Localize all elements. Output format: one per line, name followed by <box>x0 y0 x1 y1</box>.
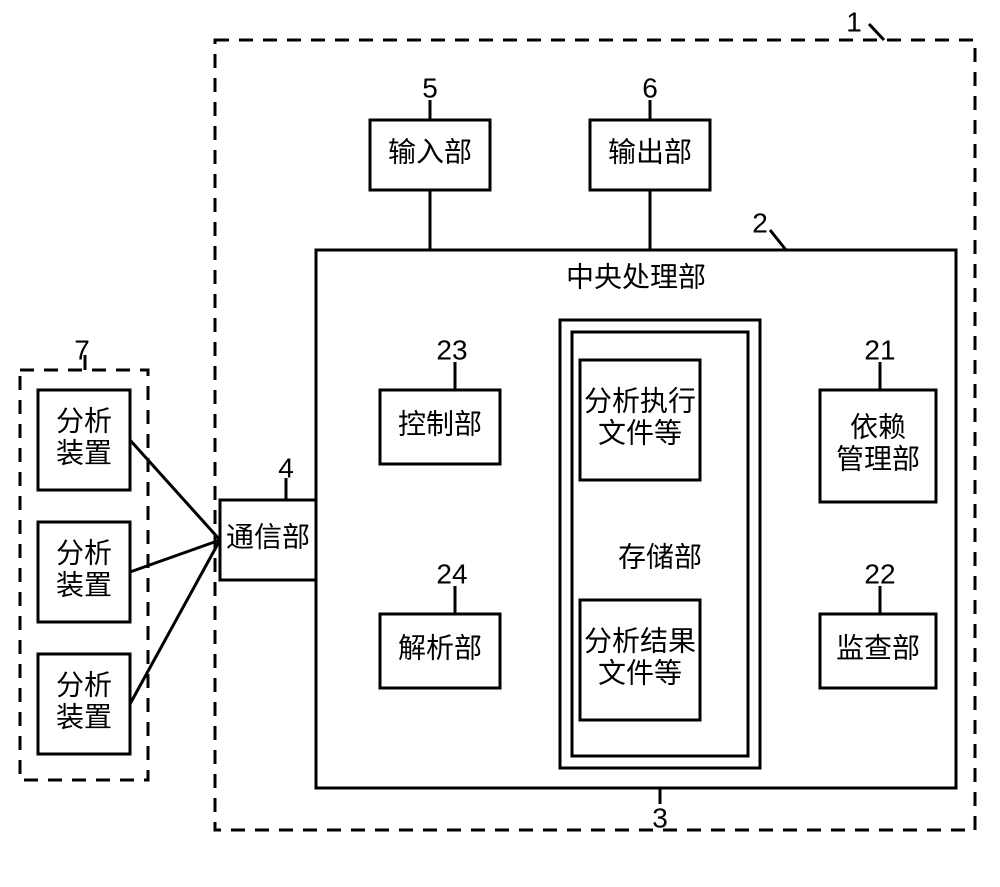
num-storage: 3 <box>652 802 668 833</box>
label-device-2-2: 装置 <box>56 701 112 733</box>
num-parse: 24 <box>436 558 467 589</box>
label-output: 输出部 <box>608 136 692 168</box>
num-inspect: 22 <box>864 558 895 589</box>
tick-cpu <box>770 230 786 250</box>
label-dep-2: 管理部 <box>836 443 920 475</box>
label-parse: 解析部 <box>398 632 482 664</box>
num-output: 6 <box>642 72 658 103</box>
label-cpu: 中央处理部 <box>566 261 706 293</box>
label-device-1-2: 装置 <box>56 569 112 601</box>
num-cpu: 2 <box>752 207 768 238</box>
label-device-1-1: 分析 <box>56 537 112 569</box>
num-dep: 21 <box>864 334 895 365</box>
num-control: 23 <box>436 334 467 365</box>
label-main-num: 1 <box>846 6 862 37</box>
diagram-canvas: 17输入部5输出部6中央处理部2存储部3分析执行文件等分析结果文件等控制部23解… <box>0 0 1000 887</box>
conn-14 <box>130 540 220 704</box>
label-result_file-1: 分析结果 <box>584 625 696 657</box>
label-comm: 通信部 <box>226 521 310 553</box>
label-control: 控制部 <box>398 408 482 440</box>
num-comm: 4 <box>278 452 294 483</box>
label-device-2-1: 分析 <box>56 669 112 701</box>
label-device-0-2: 装置 <box>56 437 112 469</box>
label-exec_file-1: 分析执行 <box>584 385 696 417</box>
num-input: 5 <box>422 72 438 103</box>
label-result_file-2: 文件等 <box>598 657 682 689</box>
label-dep-1: 依赖 <box>850 411 906 443</box>
label-devices-num: 7 <box>74 334 90 365</box>
label-inspect: 监查部 <box>836 632 920 664</box>
conn-12 <box>130 440 220 540</box>
label-storage: 存储部 <box>618 541 702 573</box>
tick-main <box>869 24 884 40</box>
label-input: 输入部 <box>388 136 472 168</box>
label-exec_file-2: 文件等 <box>598 417 682 449</box>
label-device-0-1: 分析 <box>56 405 112 437</box>
